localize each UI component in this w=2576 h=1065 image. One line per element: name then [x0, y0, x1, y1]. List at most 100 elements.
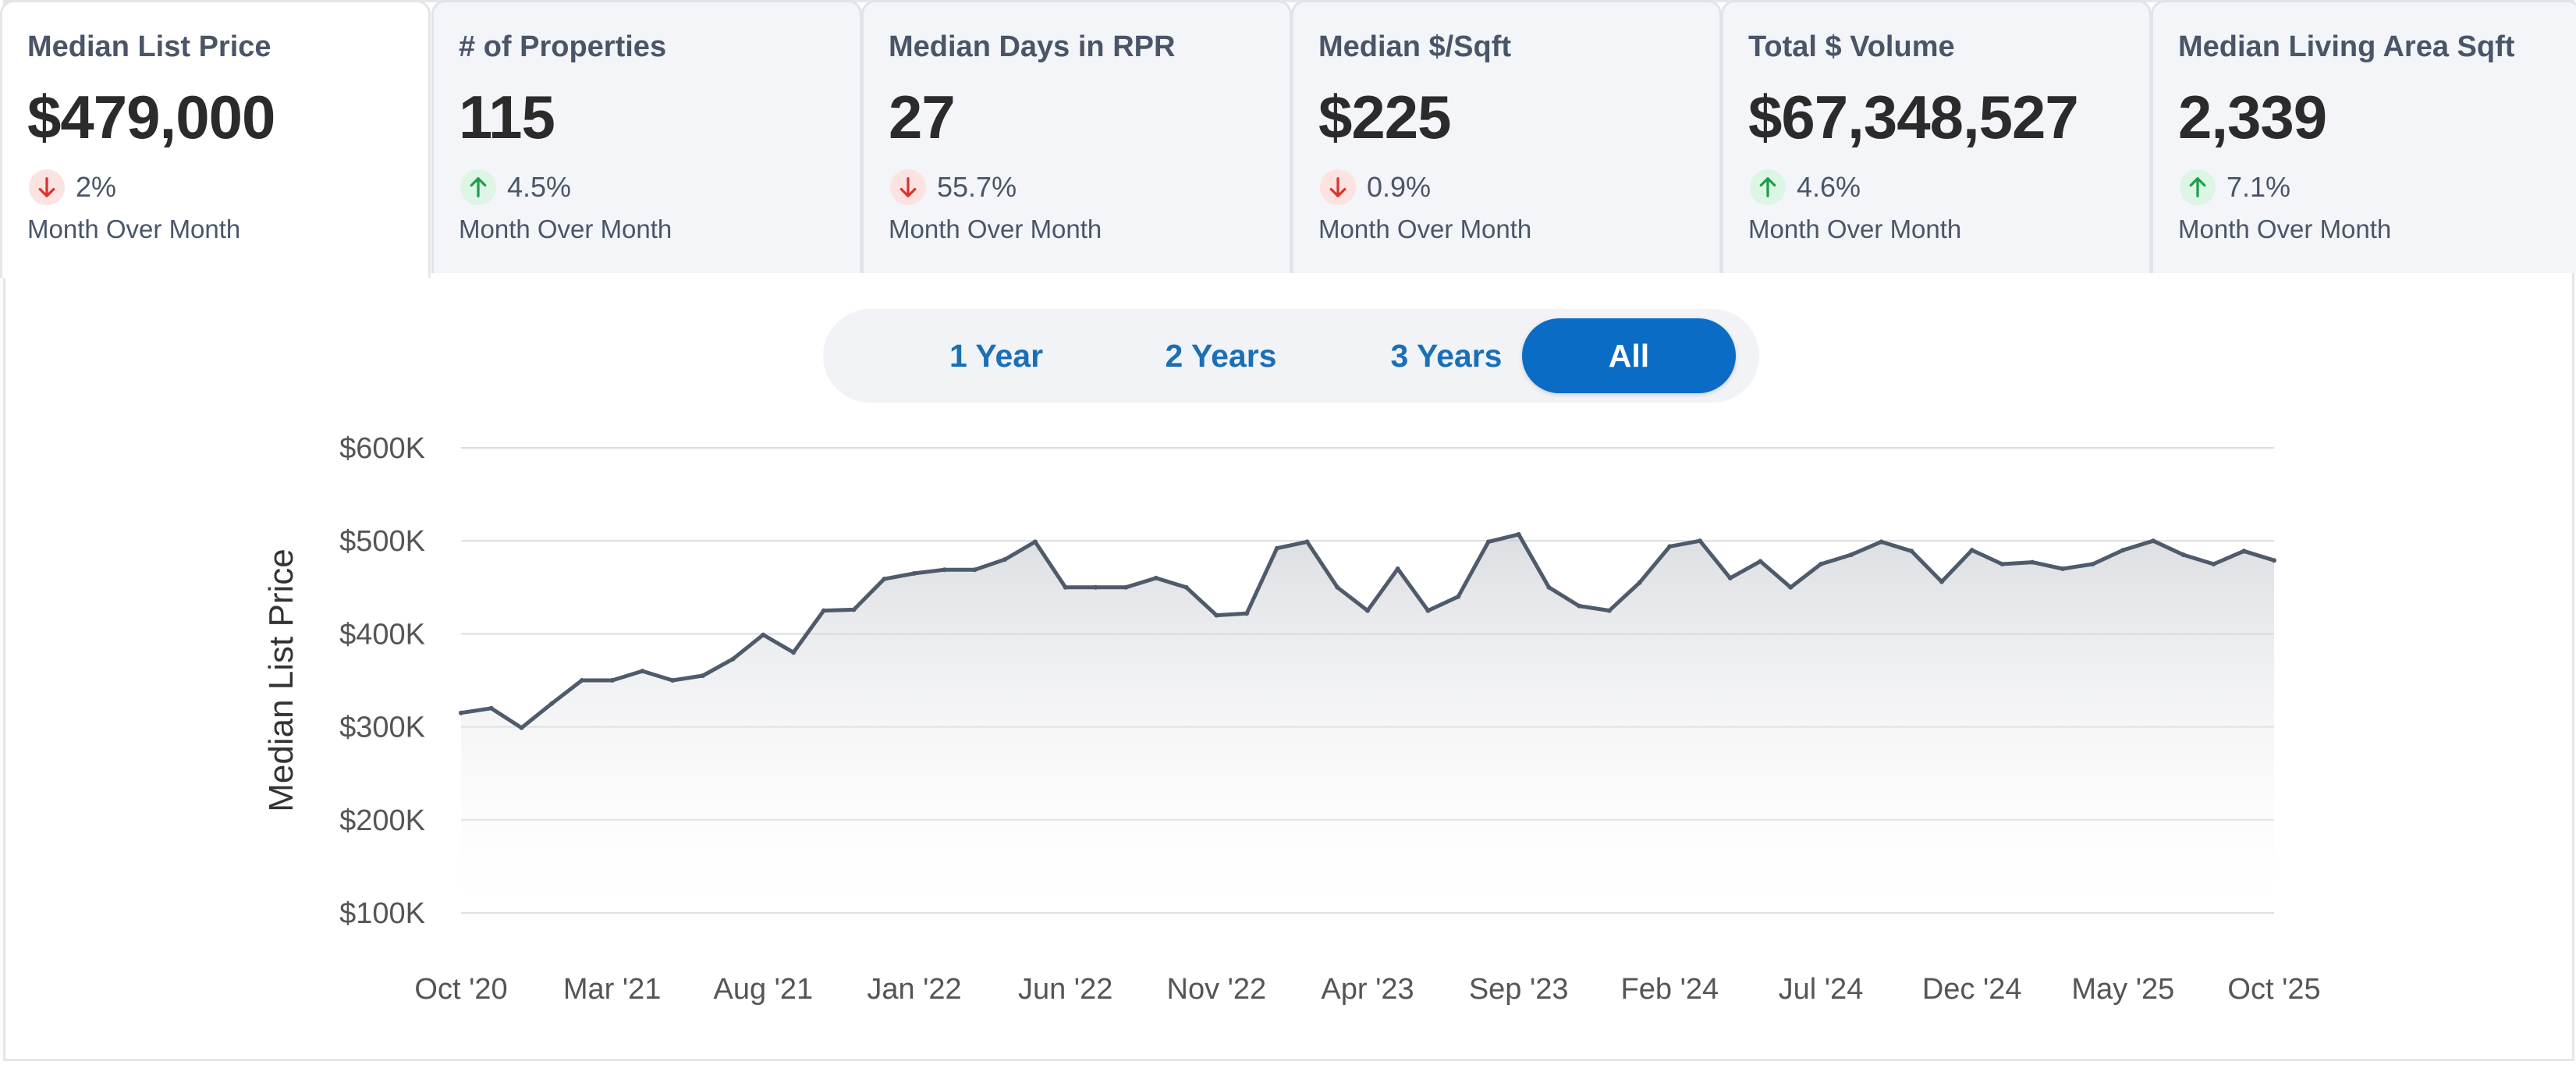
data-point[interactable]	[1456, 594, 1461, 599]
data-point[interactable]	[1909, 548, 1914, 554]
x-tick-label: May '25	[2071, 973, 2174, 1006]
x-tick-label: Oct '20	[414, 973, 507, 1006]
data-point[interactable]	[670, 678, 676, 683]
metric-period: Month Over Month	[459, 215, 672, 243]
data-point[interactable]	[1153, 575, 1158, 580]
metric-change-value: 4.5%	[507, 171, 572, 203]
data-point[interactable]	[1274, 545, 1279, 551]
data-point[interactable]	[1637, 580, 1642, 585]
data-point[interactable]	[1516, 531, 1521, 537]
metric-tile-0[interactable]: Median List Price $479,000 2% Month Over Mo…	[0, 0, 431, 278]
data-point[interactable]	[1365, 608, 1370, 613]
x-tick-label: Feb '24	[1621, 973, 1719, 1006]
series-area	[461, 534, 2274, 913]
data-point[interactable]	[821, 608, 826, 613]
data-point[interactable]	[2090, 562, 2095, 566]
y-tick-label: $100K	[339, 897, 425, 930]
data-point[interactable]	[1999, 562, 2005, 566]
metric-period: Month Over Month	[889, 215, 1102, 243]
data-point[interactable]	[791, 650, 797, 655]
y-tick-label: $500K	[339, 525, 425, 558]
data-point[interactable]	[1244, 611, 1250, 616]
metric-label: # of Properties	[459, 30, 667, 63]
data-point[interactable]	[1485, 539, 1491, 545]
data-point[interactable]	[730, 656, 736, 662]
data-point[interactable]	[1123, 584, 1129, 590]
data-point[interactable]	[1063, 584, 1068, 590]
data-point[interactable]	[851, 607, 857, 612]
data-point[interactable]	[1758, 559, 1763, 564]
data-point[interactable]	[1667, 544, 1673, 549]
data-point[interactable]	[882, 577, 887, 582]
data-point[interactable]	[1788, 584, 1794, 590]
metric-tile-1[interactable]: # of Properties 115 4.5% Month Over Month	[431, 0, 862, 273]
metric-label: Median List Price	[27, 30, 271, 63]
range-option-3-years[interactable]: 3 Years	[1390, 337, 1503, 374]
data-point[interactable]	[700, 673, 705, 678]
data-point[interactable]	[1606, 608, 1612, 613]
x-tick-label: Jun '22	[1018, 973, 1112, 1006]
data-point[interactable]	[1818, 562, 1823, 566]
data-point[interactable]	[761, 632, 766, 637]
data-point[interactable]	[1546, 584, 1552, 590]
y-axis-ticks: $100K $200K $300K $400K $500K $600K	[339, 432, 425, 930]
data-point[interactable]	[2211, 562, 2216, 566]
metric-period: Month Over Month	[1748, 215, 1962, 243]
data-point[interactable]	[1304, 539, 1310, 545]
data-point[interactable]	[1183, 584, 1189, 590]
metric-change-value: 4.6%	[1797, 171, 1861, 203]
range-option-1-year[interactable]: 1 Year	[949, 337, 1044, 374]
metric-tile-4[interactable]: Total $ Volume $67,348,527 4.6% Month Over …	[1721, 0, 2152, 273]
metric-tile-2[interactable]: Median Days in RPR 27 55.7% Month Over Mont…	[861, 0, 1292, 273]
y-tick-label: $400K	[339, 618, 425, 651]
data-point[interactable]	[1848, 552, 1854, 558]
data-point[interactable]	[2241, 548, 2247, 554]
data-point[interactable]	[1698, 538, 1703, 544]
data-point[interactable]	[1335, 584, 1340, 590]
data-point[interactable]	[2180, 552, 2186, 558]
metric-label: Median Days in RPR	[889, 30, 1176, 63]
data-point[interactable]	[1032, 539, 1038, 545]
data-point[interactable]	[1093, 584, 1098, 590]
data-point[interactable]	[972, 567, 978, 573]
data-point[interactable]	[640, 669, 645, 674]
data-point[interactable]	[1002, 557, 1008, 562]
arrow-up-icon	[1750, 169, 1786, 205]
data-point[interactable]	[519, 725, 524, 730]
data-point[interactable]	[1395, 566, 1400, 571]
metric-tile-5[interactable]: Median Living Area Sqft 2,339 7.1% Month Ov…	[2151, 0, 2576, 273]
metric-change-value: 0.9%	[1367, 171, 1432, 203]
x-tick-label: Nov '22	[1167, 973, 1267, 1006]
data-point[interactable]	[912, 570, 917, 576]
data-point[interactable]	[2030, 559, 2035, 565]
y-tick-label: $300K	[339, 712, 425, 744]
x-tick-label: Apr '23	[1321, 973, 1414, 1006]
data-point[interactable]	[549, 701, 555, 706]
data-point[interactable]	[1879, 539, 1884, 545]
data-point[interactable]	[609, 678, 615, 683]
data-point[interactable]	[2120, 548, 2126, 553]
data-point[interactable]	[1727, 575, 1733, 580]
data-point[interactable]	[942, 567, 947, 573]
arrow-down-icon	[1320, 169, 1356, 205]
data-point[interactable]	[1969, 548, 1975, 553]
data-point[interactable]	[579, 678, 584, 683]
metric-tiles: Median List Price $479,000 2% Month Over Mo…	[0, 0, 2576, 278]
y-tick-label: $200K	[339, 804, 425, 837]
data-point[interactable]	[2060, 566, 2065, 571]
x-tick-label: Jul '24	[1779, 973, 1864, 1006]
data-point[interactable]	[459, 710, 463, 715]
data-point[interactable]	[1939, 579, 1944, 584]
data-point[interactable]	[1214, 612, 1219, 618]
data-point[interactable]	[1425, 608, 1431, 613]
data-point[interactable]	[2151, 538, 2156, 544]
y-tick-label: $600K	[339, 432, 425, 465]
data-point[interactable]	[2272, 558, 2276, 563]
data-point[interactable]	[1577, 603, 1582, 609]
metric-tile-3[interactable]: Median $/Sqft $225 0.9% Month Over Month	[1291, 0, 1722, 273]
data-point[interactable]	[488, 705, 494, 711]
metric-period: Month Over Month	[27, 215, 241, 243]
metric-change: 7.1%	[2180, 169, 2290, 205]
range-option-all[interactable]: All	[1522, 318, 1736, 393]
range-option-2-years[interactable]: 2 Years	[1165, 337, 1277, 374]
